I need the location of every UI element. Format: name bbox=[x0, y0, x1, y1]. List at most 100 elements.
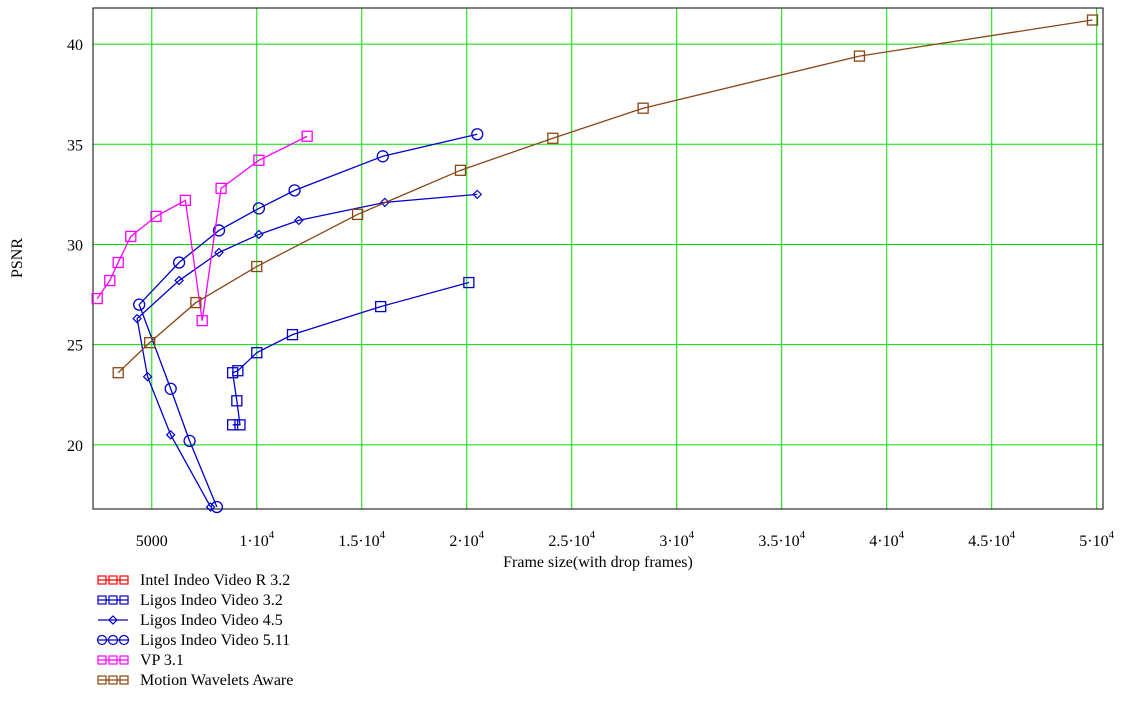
data-point bbox=[165, 430, 176, 440]
data-point bbox=[212, 224, 226, 237]
x-tick-label: 5000 bbox=[136, 533, 168, 550]
legend-marker bbox=[119, 595, 129, 605]
data-point bbox=[91, 292, 103, 305]
x-tick-exponent: 4 bbox=[1010, 529, 1016, 541]
data-point bbox=[150, 210, 162, 223]
grid bbox=[93, 8, 1103, 509]
x-tick-mantissa: 3·10 bbox=[659, 533, 688, 550]
legend-marker bbox=[108, 655, 118, 665]
x-tick-exponent: 4 bbox=[479, 529, 485, 541]
data-point bbox=[164, 382, 177, 395]
legend-label: Ligos Indeo Video 4.5 bbox=[140, 612, 283, 629]
data-point bbox=[375, 300, 387, 313]
data-point bbox=[142, 371, 153, 382]
data-point bbox=[637, 102, 649, 114]
x-tick-mantissa: 1·10 bbox=[239, 533, 268, 550]
data-point bbox=[252, 202, 266, 215]
x-tick-mantissa: 4·10 bbox=[869, 533, 898, 550]
series-3 bbox=[133, 128, 484, 514]
legend-marker bbox=[108, 595, 118, 605]
data-point bbox=[253, 154, 265, 166]
y-axis-label: PSNR bbox=[9, 238, 26, 278]
legend-label: VP 3.1 bbox=[140, 652, 184, 669]
data-point bbox=[547, 132, 559, 144]
data-point bbox=[251, 347, 263, 359]
data-point bbox=[463, 276, 475, 289]
data-point bbox=[254, 229, 264, 240]
legend-marker bbox=[97, 575, 107, 585]
legend-marker bbox=[108, 675, 118, 685]
data-point bbox=[293, 215, 304, 226]
legend-marker bbox=[97, 655, 107, 665]
y-tick-label: 25 bbox=[67, 338, 83, 355]
x-tick-label: 3.5·104 bbox=[758, 529, 805, 550]
x-tick-mantissa: 3.5·10 bbox=[758, 533, 799, 550]
y-tick-label: 35 bbox=[67, 137, 83, 154]
data-point bbox=[210, 500, 224, 514]
x-tick-label: 2.5·104 bbox=[548, 529, 595, 550]
legend-marker bbox=[97, 595, 107, 605]
x-tick-label: 1.5·104 bbox=[338, 529, 385, 550]
x-tick-mantissa: 2.5·10 bbox=[548, 533, 589, 550]
x-tick-mantissa: 5·10 bbox=[1079, 533, 1108, 550]
legend-label: Intel Indeo Video R 3.2 bbox=[140, 572, 290, 589]
legend-marker bbox=[108, 575, 118, 585]
data-point bbox=[376, 150, 389, 163]
data-point bbox=[104, 274, 116, 287]
data-point bbox=[226, 419, 239, 431]
x-tick-label: 1·104 bbox=[239, 529, 274, 550]
series-5 bbox=[112, 14, 1099, 379]
plot-frame bbox=[92, 7, 1104, 510]
x-tick-exponent: 4 bbox=[380, 529, 386, 541]
legend-item: Ligos Indeo Video 4.5 bbox=[98, 612, 283, 629]
legend-marker bbox=[118, 634, 130, 646]
legend-marker bbox=[119, 655, 129, 665]
data-point bbox=[288, 184, 301, 197]
series-1 bbox=[226, 276, 475, 431]
legend: Intel Indeo Video R 3.2 Ligos Indeo Video… bbox=[96, 572, 293, 689]
data-point bbox=[853, 50, 866, 62]
series-line bbox=[117, 19, 1093, 374]
y-tick-label: 30 bbox=[67, 237, 83, 254]
x-tick-exponent: 4 bbox=[800, 529, 806, 541]
series-line bbox=[96, 135, 308, 321]
data-point bbox=[179, 194, 192, 207]
data-point bbox=[234, 419, 246, 431]
data-point bbox=[214, 247, 224, 258]
legend-marker bbox=[107, 634, 119, 646]
x-tick-mantissa: 4.5·10 bbox=[968, 533, 1009, 550]
data-point bbox=[125, 230, 137, 243]
x-tick-label: 4·104 bbox=[869, 529, 904, 550]
legend-marker bbox=[119, 575, 129, 585]
x-tick-label: 3·104 bbox=[659, 529, 694, 550]
legend-item: Ligos Indeo Video 3.2 bbox=[97, 592, 283, 609]
x-tick-exponent: 4 bbox=[1109, 529, 1115, 541]
x-tick-exponent: 4 bbox=[590, 529, 596, 541]
x-tick-exponent: 4 bbox=[899, 529, 905, 541]
x-tick-labels: 5000 1·104 1.5·104 2·104 2.5·104 3·104 3.5·104… bbox=[136, 529, 1115, 550]
data-point bbox=[251, 260, 263, 273]
data-point bbox=[144, 337, 156, 349]
x-tick-label: 5·104 bbox=[1079, 529, 1114, 550]
data-point bbox=[215, 182, 227, 195]
legend-label: Motion Wavelets Aware bbox=[140, 672, 293, 689]
series-2 bbox=[132, 189, 483, 512]
data-point bbox=[301, 130, 313, 142]
x-tick-mantissa: 2·10 bbox=[449, 533, 478, 550]
legend-item: Intel Indeo Video R 3.2 bbox=[97, 572, 290, 589]
series-4 bbox=[91, 130, 313, 327]
data-point bbox=[133, 298, 146, 311]
data-point bbox=[112, 256, 124, 269]
legend-item: Ligos Indeo Video 5.11 bbox=[96, 632, 290, 649]
data-point bbox=[1086, 14, 1099, 26]
legend-marker bbox=[96, 634, 108, 646]
y-tick-label: 20 bbox=[67, 438, 83, 455]
data-point bbox=[231, 395, 243, 407]
x-tick-label: 2·104 bbox=[449, 529, 484, 550]
x-tick-exponent: 4 bbox=[689, 529, 695, 541]
y-tick-labels: 20 25 30 35 40 bbox=[67, 37, 83, 455]
x-tick-mantissa: 1.5·10 bbox=[338, 533, 379, 550]
legend-item: VP 3.1 bbox=[97, 652, 184, 669]
y-tick-label: 40 bbox=[67, 37, 83, 54]
